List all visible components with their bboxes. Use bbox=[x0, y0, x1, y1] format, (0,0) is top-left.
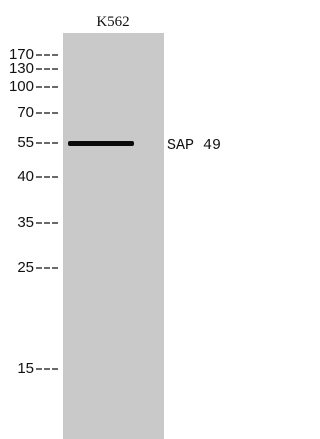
marker-label: 70 bbox=[17, 104, 34, 121]
marker-label: 35 bbox=[17, 214, 34, 231]
gel-lane bbox=[63, 33, 164, 439]
marker-label: 130 bbox=[9, 60, 34, 77]
marker-label: 15 bbox=[17, 360, 34, 377]
marker-label: 40 bbox=[17, 168, 34, 185]
marker-label: 25 bbox=[17, 259, 34, 276]
band-label: SAP 49 bbox=[167, 137, 221, 154]
lane-label: K562 bbox=[96, 14, 129, 30]
marker-label: 100 bbox=[9, 78, 34, 95]
marker-label: 55 bbox=[17, 134, 34, 151]
protein-band bbox=[68, 141, 134, 146]
